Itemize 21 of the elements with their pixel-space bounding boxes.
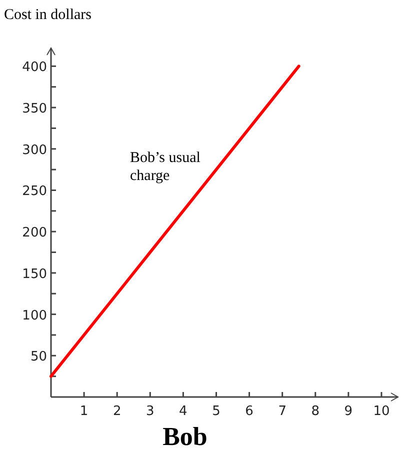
x-tick-label: 8 xyxy=(311,404,320,419)
x-tick-label: 4 xyxy=(179,404,188,419)
x-tick-label: 1 xyxy=(80,404,88,419)
x-tick-label: 3 xyxy=(146,404,154,419)
y-tick-label: 50 xyxy=(30,350,47,365)
y-tick-label: 350 xyxy=(22,102,47,117)
y-tick-label: 150 xyxy=(22,266,47,282)
text: Bob xyxy=(162,422,208,451)
y-tick-label: 250 xyxy=(22,184,47,200)
x-tick-label: 7 xyxy=(278,404,286,419)
x-tick-label: 9 xyxy=(344,404,353,419)
y-tick-label: 100 xyxy=(22,308,47,324)
y-tick-label: 200 xyxy=(22,226,47,241)
y-axis-title: Cost in dollars xyxy=(4,7,92,23)
x-tick-label: 10 xyxy=(373,404,390,419)
series-label: Bob’s usual charge xyxy=(130,150,200,184)
x-tick-label: 6 xyxy=(245,404,254,419)
x-tick-label: 2 xyxy=(112,404,122,419)
y-tick-label: 400 xyxy=(22,60,47,76)
x-tick-label: 5 xyxy=(212,404,220,419)
y-tick-label: 300 xyxy=(22,142,47,158)
